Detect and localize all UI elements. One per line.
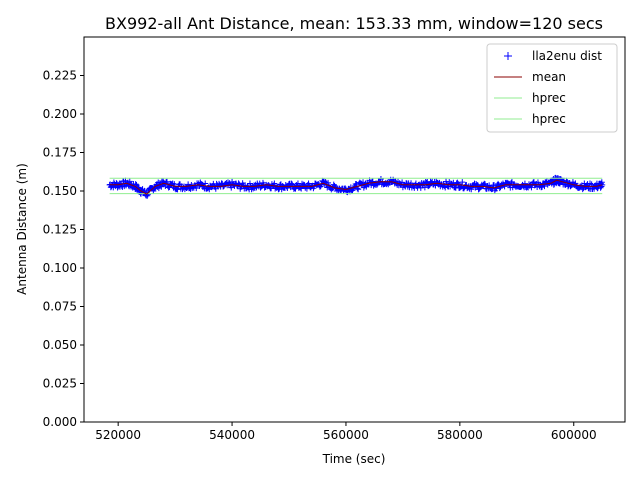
y-tick-label: 0.125 (43, 223, 77, 237)
y-tick-label: 0.150 (43, 184, 77, 198)
legend-label: hprec (532, 112, 566, 126)
x-tick-label: 580000 (437, 428, 483, 442)
y-tick-label: 0.050 (43, 338, 77, 352)
data-point (521, 180, 528, 187)
y-tick-label: 0.175 (43, 146, 77, 160)
plot-frame (83, 36, 626, 423)
data-point (459, 179, 466, 186)
legend-label: lla2enu dist (532, 49, 602, 63)
y-tick-label: 0.025 (43, 377, 77, 391)
y-tick-label: 0.000 (43, 415, 77, 429)
y-axis-label: Antenna Distance (m) (15, 163, 29, 295)
x-tick-label: 560000 (323, 428, 369, 442)
data-point (455, 180, 462, 187)
x-tick-label: 600000 (551, 428, 597, 442)
legend-label: hprec (532, 91, 566, 105)
x-tick-label: 540000 (209, 428, 255, 442)
legend-label: mean (532, 70, 566, 84)
data-point (246, 180, 253, 187)
y-tick-label: 0.200 (43, 107, 77, 121)
series-mean-line (109, 179, 603, 195)
data-point (421, 184, 428, 191)
legend: lla2enu dist mean hprec hprec (486, 43, 618, 133)
x-axis: 520000 540000 560000 580000 600000 (95, 422, 597, 442)
legend-box (486, 43, 618, 133)
y-tick-label: 0.225 (43, 69, 77, 83)
y-axis: 0.000 0.025 0.050 0.075 0.100 0.125 0.150 0.175… (43, 69, 84, 429)
data-point (355, 186, 362, 193)
data-point (501, 183, 508, 190)
data-point (508, 178, 515, 185)
y-tick-label: 0.100 (43, 261, 77, 275)
data-point (377, 176, 384, 183)
plot-area (106, 174, 606, 199)
legend-marker (504, 52, 512, 60)
data-point (481, 180, 488, 187)
x-tick-label: 520000 (95, 428, 141, 442)
chart-title: BX992-all Ant Distance, mean: 153.33 mm,… (105, 14, 603, 33)
data-point (468, 186, 475, 193)
data-point (126, 178, 133, 185)
x-axis-label: Time (sec) (322, 452, 386, 466)
y-tick-label: 0.075 (43, 300, 77, 314)
data-point (528, 184, 535, 191)
data-point (288, 180, 295, 187)
